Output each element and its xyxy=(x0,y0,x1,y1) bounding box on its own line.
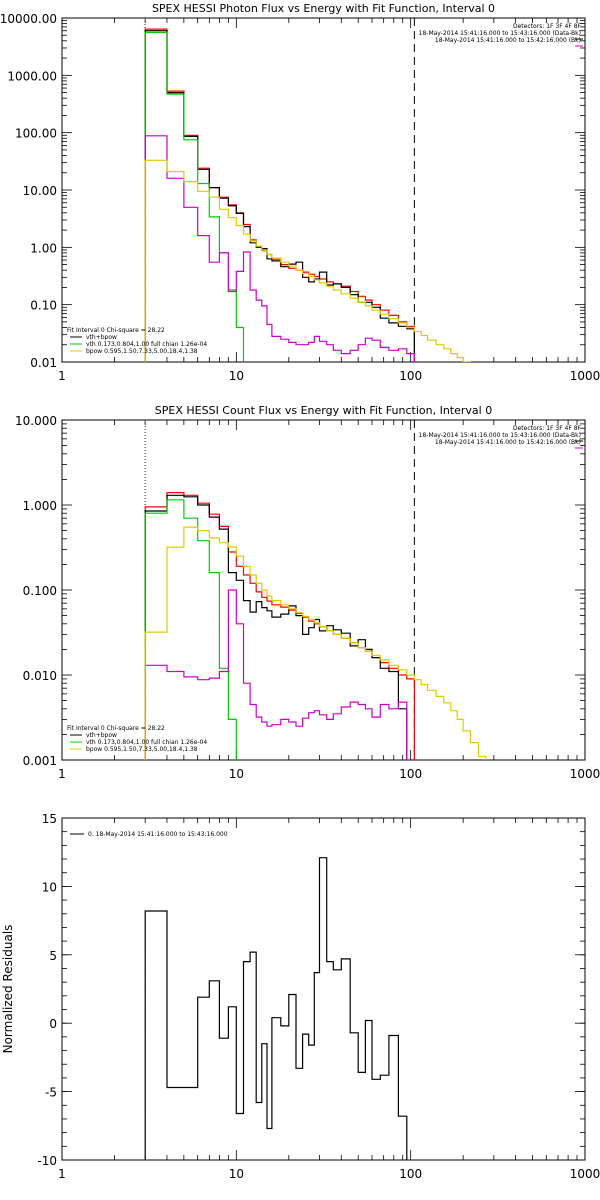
y-tick-label: 10000.00 xyxy=(0,12,57,26)
series-total xyxy=(144,494,415,760)
y-tick-label: -10 xyxy=(37,1154,57,1168)
y-tick-label: 0.001 xyxy=(23,754,57,768)
y-tick-label: 1.000 xyxy=(23,499,57,513)
y-tick-label: 10.000 xyxy=(15,414,57,428)
info-line: 18-May-2014 15:41:16.000 to 15:43:16.000… xyxy=(419,30,581,37)
plot-area xyxy=(144,28,495,362)
series-vth xyxy=(144,31,251,362)
y-tick-label: 10.00 xyxy=(23,184,57,198)
legend-line: bpow 0.595,1.50,7.33,5.00,18.4,1.38 xyxy=(86,746,198,753)
y-tick-label: 10 xyxy=(42,880,57,894)
y-tick-label: 0.01 xyxy=(30,356,57,370)
count-flux-panel: SPEX HESSI Count Flux vs Energy with Fit… xyxy=(15,404,600,781)
legend-line: vth+bpow xyxy=(86,732,117,739)
series-total xyxy=(144,857,408,1160)
x-tick-label: 100 xyxy=(399,369,422,383)
plot-frame xyxy=(61,419,586,761)
y-tick-label: 5 xyxy=(49,949,57,963)
y-tick-label: 0.010 xyxy=(23,669,57,683)
series-bpow xyxy=(144,159,495,362)
y-tick-label: 15 xyxy=(42,812,57,826)
info-line: Detectors: 1F 3F 4F 8F xyxy=(513,23,582,30)
x-tick-label: 1000 xyxy=(570,1167,600,1181)
x-tick-label: 1000 xyxy=(570,369,600,383)
plot-frame xyxy=(61,17,586,363)
y-tick-label: 1000.00 xyxy=(7,69,57,83)
x-tick-label: 10 xyxy=(229,1167,244,1181)
x-tick-label: 1000 xyxy=(570,767,600,781)
x-tick-label: 100 xyxy=(399,1167,422,1181)
legend-line: vth 0.173,0.804,1.00 full chian 1.26e-04 xyxy=(86,739,207,746)
legend-line: Fit Interval 0 Chi-square = 28.22 xyxy=(67,327,165,334)
legend-line: vth+bpow xyxy=(86,334,117,341)
y-tick-label: -5 xyxy=(45,1086,57,1100)
x-tick-label: 1 xyxy=(58,369,66,383)
info-line: 18-May-2014 15:41:16.000 to 15:42:16.000… xyxy=(435,439,581,446)
series-data xyxy=(144,492,415,760)
series-data xyxy=(144,28,415,362)
x-tick-label: 10 xyxy=(229,767,244,781)
y-axis-label: Normalized Residuals xyxy=(1,925,15,1054)
series-bk xyxy=(144,589,415,760)
chart-title: SPEX HESSI Photon Flux vs Energy with Fi… xyxy=(152,2,495,15)
photon-flux-panel: SPEX HESSI Photon Flux vs Energy with Fi… xyxy=(0,2,600,383)
plot-area xyxy=(144,857,408,1160)
info-line: 18-May-2014 15:41:16.000 to 15:42:16.000… xyxy=(435,37,581,44)
y-tick-label: 100.00 xyxy=(15,127,57,141)
series-vth xyxy=(144,499,245,760)
y-tick-label: 0.100 xyxy=(23,584,57,598)
x-tick-label: 10 xyxy=(229,369,244,383)
series-total xyxy=(144,30,415,362)
x-tick-label: 100 xyxy=(399,767,422,781)
x-tick-label: 1 xyxy=(58,1167,66,1181)
series-bk xyxy=(144,135,415,362)
info-line: 18-May-2014 15:41:16.000 to 15:43:16.000… xyxy=(419,432,581,439)
y-tick-label: 1.00 xyxy=(30,241,57,255)
legend-line: 0. 18-May-2014 15:41:16.000 to 15:43:16.… xyxy=(88,831,228,838)
legend-line: Fit Interval 0 Chi-square = 28.22 xyxy=(67,725,165,732)
y-tick-label: 0.10 xyxy=(30,299,57,313)
legend-line: vth 0.173,0.804,1.00 full chian 1.26e-04 xyxy=(86,341,207,348)
x-tick-label: 1 xyxy=(58,767,66,781)
plot-frame xyxy=(61,817,586,1161)
info-line: Detectors: 1F 3F 4F 8F xyxy=(513,425,582,432)
residuals-panel: 1 10 100 1000 -10 -5 0 5 10 15 Normalized Residual… xyxy=(1,812,600,1181)
chart-title: SPEX HESSI Count Flux vs Energy with Fit… xyxy=(155,404,492,417)
plot-area xyxy=(144,492,495,760)
legend-line: bpow 0.595,1.50,7.33,5.00,18.4,1.38 xyxy=(86,348,198,355)
series-bpow xyxy=(144,526,495,760)
y-tick-label: 0 xyxy=(49,1017,57,1031)
